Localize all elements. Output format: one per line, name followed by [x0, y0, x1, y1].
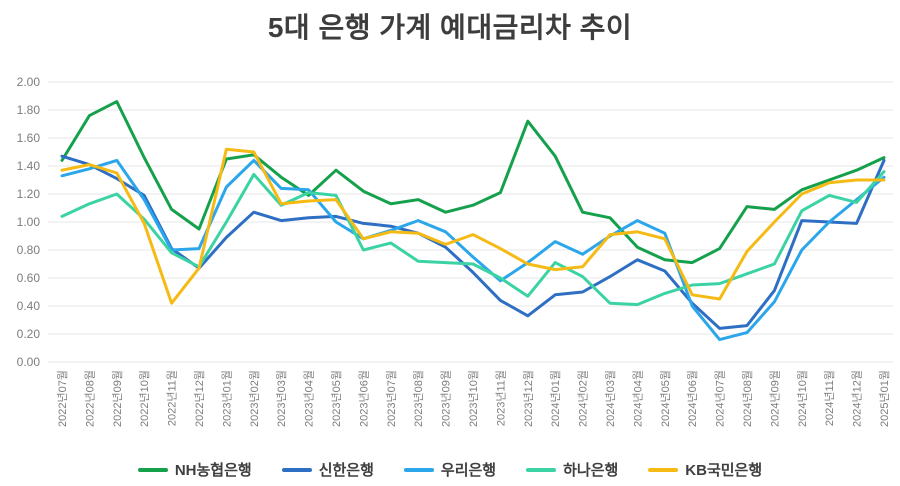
- x-axis-tick-label: 2022년09월: [111, 370, 124, 427]
- y-axis-tick-label: 0.40: [17, 299, 41, 313]
- x-axis-tick-label: 2024년10월: [796, 370, 809, 427]
- chart-legend: NH농협은행 신한은행 우리은행 하나은행 KB국민은행: [0, 459, 900, 480]
- x-axis-tick-label: 2024년01월: [549, 370, 562, 427]
- x-axis-tick-label: 2023년02월: [248, 370, 261, 427]
- legend-line-swatch-icon: [137, 467, 168, 472]
- legend-item-하나은행: 하나은행: [526, 459, 618, 480]
- x-axis-tick-label: 2022년07월: [56, 370, 69, 427]
- y-axis-tick-label: 1.60: [17, 131, 41, 145]
- series-line-NH농협은행: [60, 100, 886, 265]
- x-axis-tick-label: 2023년12월: [522, 370, 535, 427]
- x-axis-tick-label: 2024년05월: [659, 370, 672, 427]
- legend-line-swatch-icon: [648, 467, 679, 472]
- x-axis-tick-label: 2024년08월: [741, 370, 754, 427]
- x-axis-tick-label: 2024년03월: [604, 370, 617, 427]
- legend-label: NH농협은행: [174, 462, 252, 479]
- y-axis-tick-label: 0.20: [17, 327, 41, 341]
- legend-label: 하나은행: [563, 462, 619, 479]
- x-axis-tick-label: 2023년09월: [440, 370, 453, 427]
- series-line-KB국민은행: [60, 147, 886, 305]
- x-axis-tick-label: 2023년01월: [220, 370, 233, 427]
- y-axis-tick-label: 2.00: [17, 75, 41, 89]
- legend-line-swatch-icon: [526, 467, 557, 472]
- x-axis-tick-label: 2023년03월: [275, 370, 288, 427]
- x-axis-tick-label: 2024년04월: [631, 370, 644, 427]
- legend-label: KB국민은행: [685, 462, 763, 479]
- y-axis-tick-label: 1.80: [17, 103, 41, 117]
- legend-item-NH농협은행: NH농협은행: [137, 459, 252, 480]
- x-axis-tick-label: 2023년07월: [385, 370, 398, 427]
- x-axis-tick-label: 2024년12월: [851, 370, 864, 427]
- x-axis-tick-label: 2022년08월: [83, 370, 96, 427]
- x-axis-tick-label: 2023년11월: [494, 370, 507, 426]
- x-axis-tick-label: 2023년04월: [303, 370, 316, 427]
- legend-item-신한은행: 신한은행: [281, 459, 374, 480]
- y-axis-tick-label: 1.40: [17, 159, 41, 173]
- legend-label: 신한은행: [318, 462, 374, 479]
- series-line-우리은행: [60, 158, 886, 342]
- x-axis-tick-label: 2024년07월: [714, 370, 727, 427]
- x-axis-tick-label: 2023년06월: [357, 370, 370, 427]
- legend-line-swatch-icon: [403, 467, 434, 472]
- x-axis-tick-label: 2025년01월: [878, 370, 891, 427]
- x-axis-tick-label: 2024년02월: [577, 370, 590, 427]
- legend-line-swatch-icon: [281, 467, 312, 472]
- legend-item-우리은행: 우리은행: [403, 459, 497, 480]
- legend-item-KB국민은행: KB국민은행: [648, 459, 762, 480]
- y-axis-tick-label: 0.80: [17, 243, 41, 257]
- y-axis-tick-label: 0.60: [17, 271, 41, 285]
- x-axis-tick-label: 2023년05월: [330, 370, 343, 427]
- series-line-신한은행: [60, 154, 886, 330]
- x-axis-tick-label: 2024년06월: [686, 370, 699, 427]
- x-axis-tick-label: 2022년11월: [166, 370, 179, 426]
- chart-title: 5대 은행 가계 예대금리차 추이: [267, 12, 633, 43]
- x-axis-tick-label: 2022년10월: [138, 370, 151, 427]
- y-axis-tick-label: 1.20: [17, 187, 41, 201]
- legend-label: 우리은행: [440, 462, 497, 479]
- x-axis-tick-label: 2024년11월: [823, 370, 836, 426]
- x-axis-tick-label: 2024년09월: [768, 370, 781, 427]
- x-axis-tick-label: 2023년08월: [412, 370, 425, 427]
- x-axis-tick-label: 2023년10월: [467, 370, 480, 427]
- y-axis-tick-label: 0.00: [17, 355, 41, 369]
- y-axis-tick-label: 1.00: [17, 215, 41, 229]
- x-axis-tick-label: 2022년12월: [193, 370, 206, 427]
